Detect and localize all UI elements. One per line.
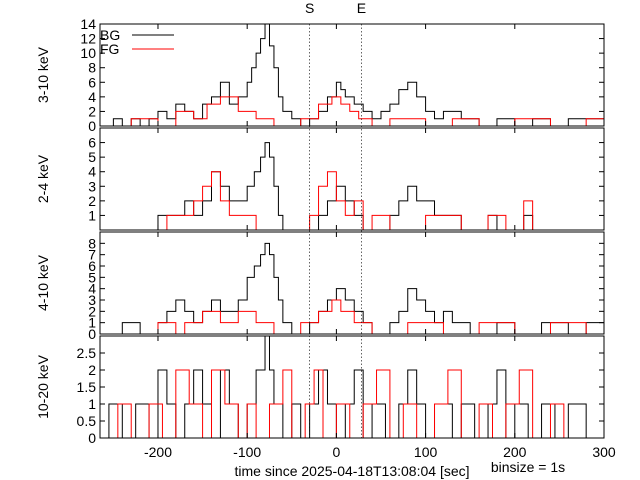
x-tick-label: 0 [332,444,340,460]
panel-frame [99,23,605,127]
y-tick-label: 0 [88,326,96,342]
y-tick-label: 2 [88,193,96,209]
y-axis-label-panel-4: 10-20 keV [35,354,51,418]
y-tick-label: 4 [88,164,96,180]
y-tick-label: 8 [88,235,96,251]
y-tick-label: 5 [88,269,96,285]
y-tick-label: 3 [88,178,96,194]
y-axis-label-panel-2: 2-4 keV [35,154,51,203]
y-tick-label: 8 [88,60,96,76]
y-tick-label: 0.5 [77,413,97,429]
y-tick-label: 1.5 [77,379,97,395]
x-axis: -200 -100 0 100 200 300 [144,444,616,460]
panel-frame [99,231,605,335]
x-tick-label: 100 [414,444,438,460]
y-tick-label: 4 [88,281,96,297]
y-tick-label: 1 [88,315,96,331]
y-tick-label: 1 [88,207,96,223]
y-tick-label: 0 [88,430,96,446]
x-tick-label: 200 [503,444,527,460]
panel-frame [99,127,605,231]
x-tick-label: -100 [233,444,261,460]
y-tick-label: 2 [88,103,96,119]
y-tick-label: 6 [88,258,96,274]
y-tick-label: 12 [80,31,96,47]
y-tick-label: 3 [88,292,96,308]
y-tick-label: 7 [88,247,96,263]
y-tick-label: 6 [88,135,96,151]
y-tick-label: 2.5 [77,345,97,361]
y-tick-label: 2 [88,303,96,319]
x-tick-label: -200 [144,444,172,460]
x-axis-label: time since 2025-04-18T13:08:04 [sec] [234,463,469,479]
series-fg-line-panel-4 [100,369,604,438]
legend-label-fg: FG [100,41,119,57]
legend-label-bg: BG [100,27,120,43]
series-fg-line-panel-2 [157,171,534,230]
binsize-label: binsize = 1s [491,459,565,475]
y-tick-label: 2 [88,362,96,378]
y-axis-label-panel-3: 4-10 keV [35,254,51,311]
y-tick-label: 5 [88,149,96,165]
y-tick-label: 0 [88,118,96,134]
y-tick-label: 4 [88,89,96,105]
series-bg-line-panel-2 [131,142,534,230]
series-bg-line-panel-4 [100,336,604,438]
series-bg-line-panel-3 [100,242,604,334]
marker-s-label: S [305,0,314,16]
y-axis-label-panel-1: 3-10 keV [35,46,51,103]
series-bg-line-panel-1 [100,24,604,126]
marker-e-label: E [357,0,366,16]
x-tick-label: 300 [592,444,616,460]
y-tick-label: 1 [88,396,96,412]
y-tick-label: 6 [88,74,96,90]
y-tick-label: 14 [80,16,96,32]
panel-4: 00.511.522.5 10-20 keV [35,335,605,446]
series-fg-line-panel-1 [100,96,604,126]
series-fg-line-panel-3 [100,299,604,334]
y-tick-label: 10 [80,45,96,61]
